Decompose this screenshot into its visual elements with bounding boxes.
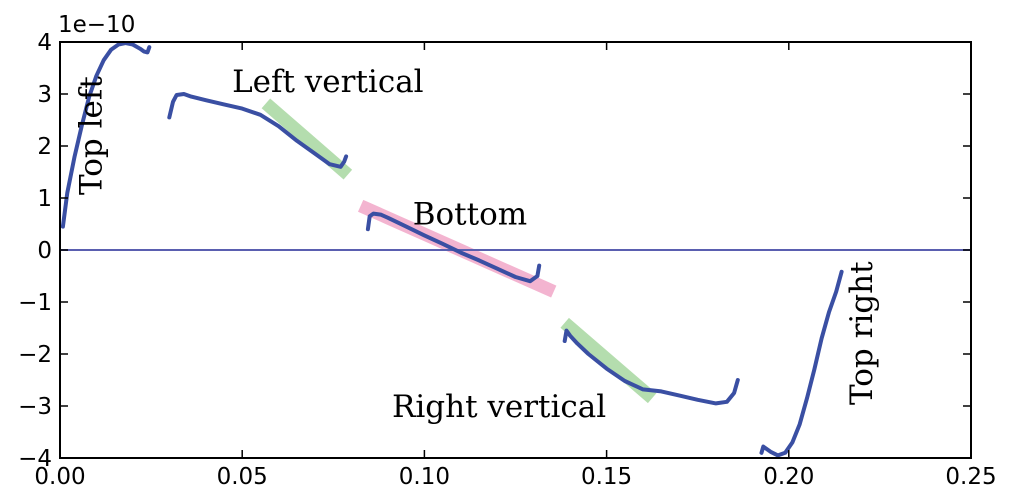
annotation-1: Top left — [73, 76, 109, 195]
y-tick-label: 3 — [37, 82, 52, 108]
y-tick-label: 4 — [37, 30, 52, 56]
annotation-5: Top right — [844, 261, 880, 405]
axes-group: 0.00 0.05 0.10 0.15 0.20 0.25 4 3 2 1 0 −1 −2 −3 −4 — [18, 30, 997, 490]
y-tick-label: −2 — [18, 342, 52, 368]
series-line-3 — [365, 211, 542, 284]
y-tick-label: −3 — [18, 394, 52, 420]
x-tick-label: 0.05 — [217, 464, 268, 490]
annotations-group: Top left Left vertical Bottom Right vertica… — [73, 64, 880, 425]
series-group — [60, 41, 844, 458]
x-tick-label: 0.15 — [581, 464, 632, 490]
y-tick-label: −1 — [18, 290, 52, 316]
x-tick-label: 0.25 — [945, 464, 996, 490]
y-tick-label: 2 — [37, 134, 52, 160]
annotation-3: Bottom — [413, 197, 527, 233]
series-line-2 — [167, 92, 349, 169]
highlight-band-1 — [261, 98, 353, 180]
annotation-2: Left vertical — [232, 64, 424, 100]
x-tick-label: 0.20 — [763, 464, 814, 490]
annotation-4: Right vertical — [392, 389, 606, 425]
series-line-4 — [562, 328, 740, 406]
x-tick-label: 0.00 — [34, 464, 85, 490]
y-scale-offset-label: 1e−10 — [58, 12, 135, 38]
y-tick-label: −4 — [18, 446, 52, 472]
x-tick-label: 0.10 — [399, 464, 450, 490]
y-tick-label: 0 — [37, 238, 52, 264]
series-line-1 — [60, 41, 152, 229]
y-tick-label: 1 — [37, 186, 52, 212]
series-line-5 — [759, 269, 844, 458]
